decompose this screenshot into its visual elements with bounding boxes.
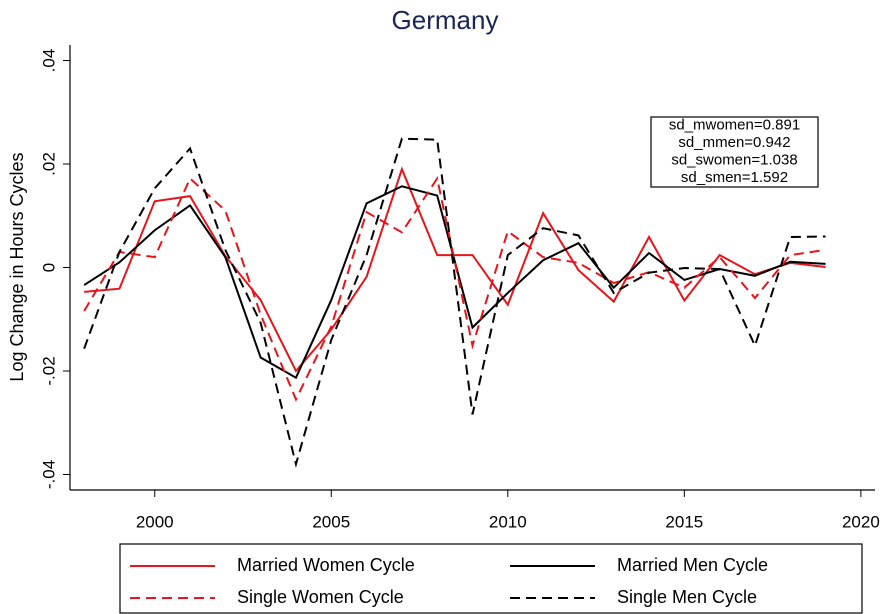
- x-tick-label: 2000: [136, 512, 174, 531]
- x-tick-label: 2015: [665, 512, 703, 531]
- annotation: sd_swomen=1.038: [671, 152, 797, 169]
- data-line: [83, 175, 826, 402]
- legend-label: Married Women Cycle: [237, 555, 415, 575]
- x-tick-label: 2020: [842, 512, 880, 531]
- data-line: [83, 185, 826, 380]
- annotation: sd_mwomen=0.891: [669, 117, 800, 134]
- y-tick-label: .02: [39, 152, 58, 176]
- y-axis-title: Log Change in Hours Cycles: [7, 152, 27, 381]
- legend-label: Married Men Cycle: [617, 555, 768, 575]
- legend-label: Single Men Cycle: [617, 587, 757, 607]
- annotation: sd_smen=1.592: [681, 169, 788, 186]
- annotation: sd_mmen=0.942: [678, 134, 790, 151]
- x-tick-label: 2010: [489, 512, 527, 531]
- y-tick-label: -.04: [39, 460, 58, 489]
- x-tick-label: 2005: [312, 512, 350, 531]
- legend-box: [119, 543, 863, 614]
- data-line: [84, 166, 826, 373]
- annotation-box: [650, 116, 819, 188]
- data-line: [83, 137, 826, 469]
- legend-label: Single Women Cycle: [237, 587, 404, 607]
- chart-title: Germany: [392, 5, 499, 35]
- y-tick-label: 0: [39, 263, 58, 272]
- y-tick-label: -.02: [39, 356, 58, 385]
- y-tick-label: .04: [39, 49, 58, 73]
